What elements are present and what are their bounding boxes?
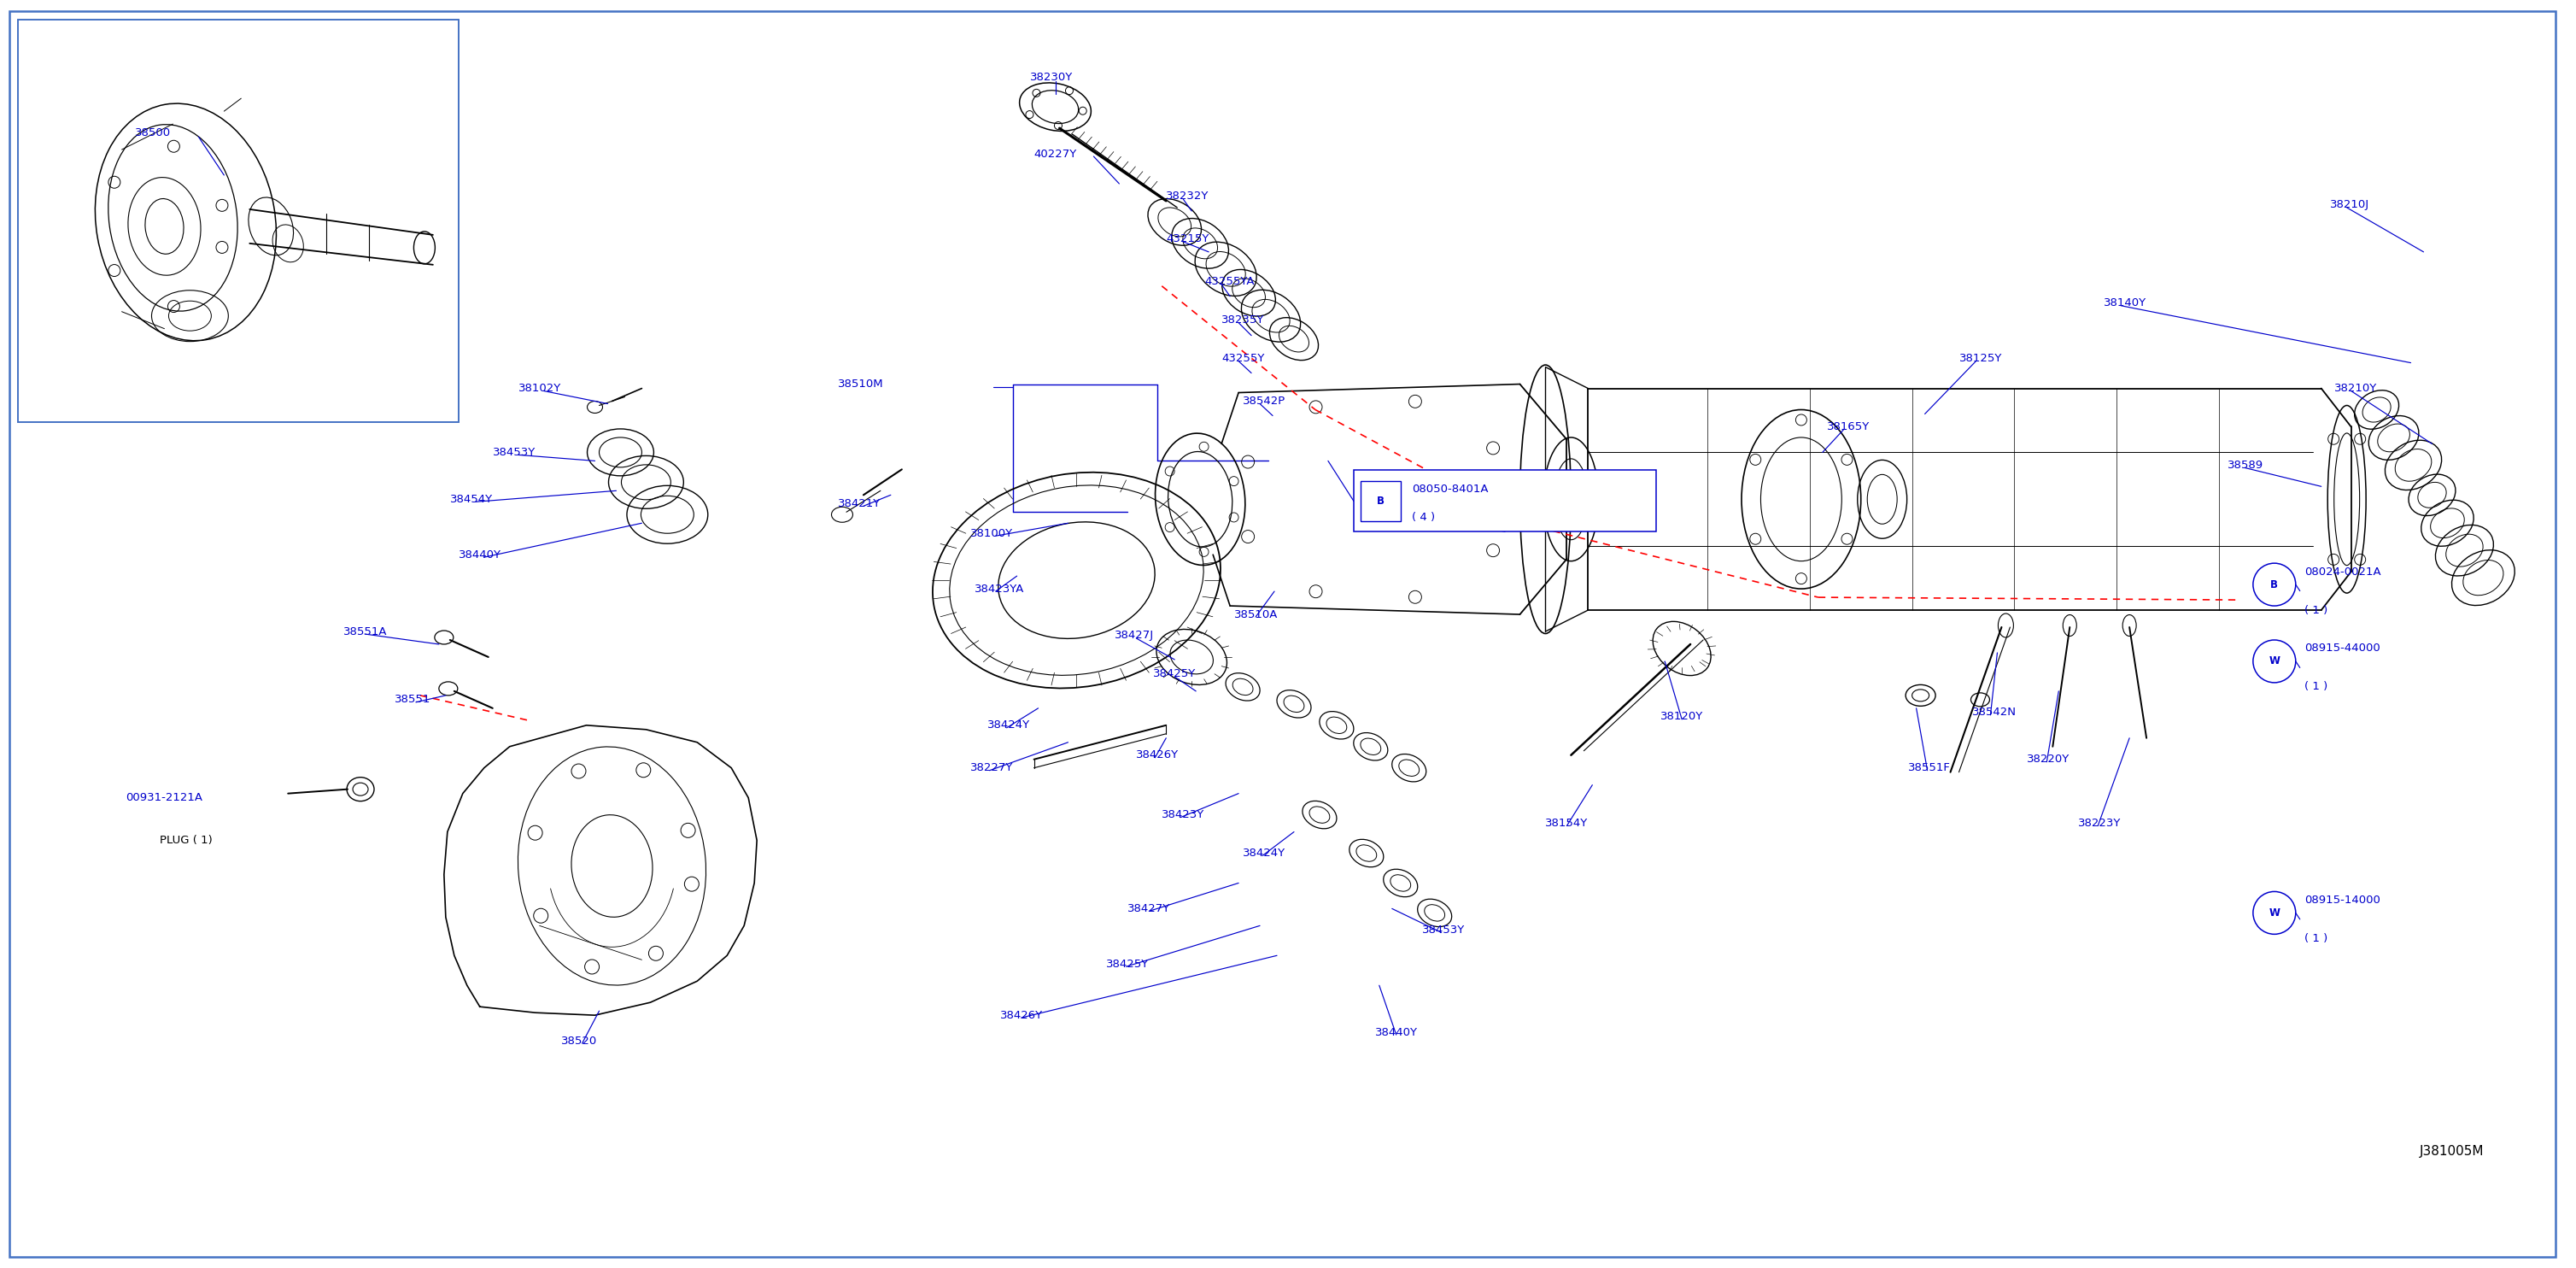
- Text: 08024-0021A: 08024-0021A: [2303, 567, 2380, 577]
- Text: 38421Y: 38421Y: [837, 498, 881, 508]
- Circle shape: [2254, 640, 2295, 682]
- Text: 43255Y: 43255Y: [1221, 353, 1265, 364]
- Text: 38425Y: 38425Y: [1154, 668, 1195, 680]
- Text: 38125Y: 38125Y: [1958, 353, 2002, 364]
- Text: 38100Y: 38100Y: [971, 527, 1012, 539]
- Text: 38120Y: 38120Y: [1662, 711, 1703, 723]
- Text: 38426Y: 38426Y: [999, 1009, 1043, 1021]
- Text: 38425Y: 38425Y: [1108, 959, 1149, 970]
- Text: 38230Y: 38230Y: [1030, 71, 1072, 82]
- Text: 38424Y: 38424Y: [987, 720, 1030, 730]
- Text: 38423YA: 38423YA: [974, 583, 1025, 595]
- Text: 38220Y: 38220Y: [2027, 753, 2071, 765]
- Text: 38440Y: 38440Y: [1376, 1027, 1417, 1037]
- Bar: [1360, 482, 1401, 521]
- Text: ( 1 ): ( 1 ): [2303, 933, 2329, 943]
- Text: 38140Y: 38140Y: [2105, 298, 2146, 308]
- Text: 38520: 38520: [562, 1035, 598, 1046]
- Text: 38210Y: 38210Y: [2334, 383, 2378, 394]
- Text: W: W: [2269, 908, 2280, 918]
- Text: 38589: 38589: [2228, 459, 2264, 470]
- Text: 38542N: 38542N: [1971, 706, 2017, 718]
- Text: 38232Y: 38232Y: [1167, 191, 1208, 202]
- Text: B: B: [1376, 496, 1383, 507]
- Text: 38426Y: 38426Y: [1136, 749, 1180, 761]
- Text: 40227Y: 40227Y: [1033, 148, 1077, 160]
- Text: 38424Y: 38424Y: [1242, 847, 1285, 858]
- Text: 38102Y: 38102Y: [518, 383, 562, 394]
- Text: 38427J: 38427J: [1115, 630, 1154, 642]
- Text: 38423Y: 38423Y: [1162, 809, 1206, 820]
- Bar: [1352, 470, 1656, 531]
- Text: PLUG ( 1): PLUG ( 1): [160, 834, 214, 846]
- Text: ( 1 ): ( 1 ): [2303, 681, 2329, 692]
- Text: 38453Y: 38453Y: [1422, 924, 1466, 936]
- Circle shape: [2254, 563, 2295, 606]
- Text: 38165Y: 38165Y: [1826, 421, 1870, 432]
- Text: B: B: [2269, 579, 2277, 590]
- Text: 38510M: 38510M: [837, 379, 884, 389]
- Text: 38551A: 38551A: [343, 626, 386, 637]
- Text: 38154Y: 38154Y: [1546, 818, 1589, 829]
- Text: 38542P: 38542P: [1242, 396, 1285, 407]
- Text: ( 1 ): ( 1 ): [2303, 605, 2329, 616]
- Bar: [18, 20, 459, 422]
- Text: 38227Y: 38227Y: [971, 762, 1012, 773]
- Text: 38551: 38551: [394, 694, 430, 705]
- Circle shape: [2254, 891, 2295, 935]
- Text: 38454Y: 38454Y: [451, 493, 492, 505]
- Text: W: W: [2269, 656, 2280, 667]
- Text: 38223Y: 38223Y: [2079, 818, 2120, 829]
- Text: ( 4 ): ( 4 ): [1412, 511, 1435, 522]
- Text: 00931-2121A: 00931-2121A: [126, 792, 204, 804]
- Text: J381005M: J381005M: [2419, 1145, 2483, 1158]
- Text: 43255YA: 43255YA: [1206, 276, 1255, 288]
- Text: 38427Y: 38427Y: [1128, 903, 1170, 914]
- Text: 43215Y: 43215Y: [1167, 233, 1208, 245]
- Text: 38551F: 38551F: [1909, 762, 1950, 773]
- Text: 08915-14000: 08915-14000: [2303, 894, 2380, 905]
- Text: 38210J: 38210J: [2329, 199, 2370, 210]
- Text: 38440Y: 38440Y: [459, 549, 502, 560]
- Text: 08915-44000: 08915-44000: [2303, 643, 2380, 654]
- Text: 38235Y: 38235Y: [1221, 314, 1265, 326]
- Text: 08050-8401A: 08050-8401A: [1412, 483, 1489, 495]
- Text: 38500: 38500: [134, 127, 170, 138]
- Text: 38453Y: 38453Y: [492, 446, 536, 458]
- Text: 38510A: 38510A: [1234, 609, 1278, 620]
